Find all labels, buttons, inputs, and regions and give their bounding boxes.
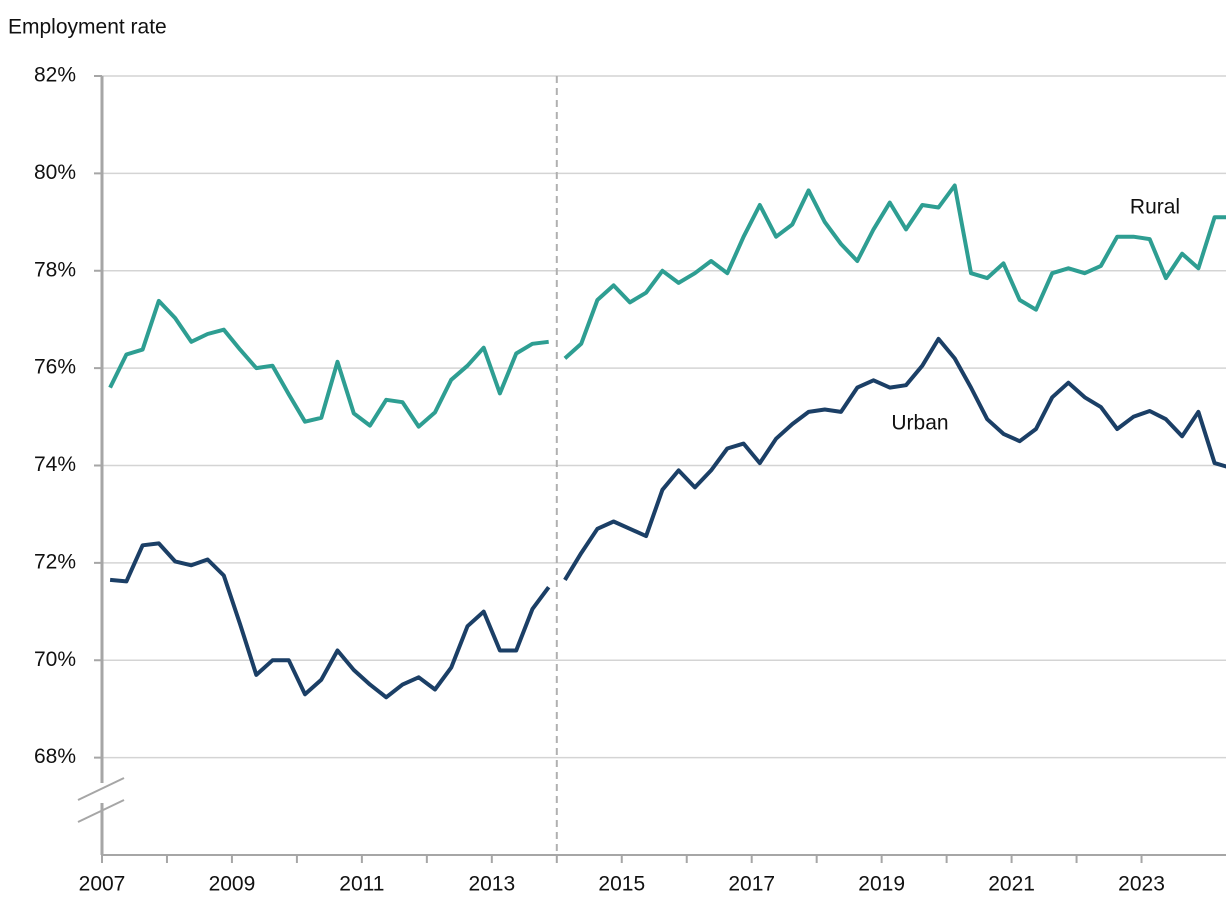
axis-break xyxy=(77,799,125,823)
x-tick-label: 2013 xyxy=(468,873,515,896)
y-tick-label: 82% xyxy=(34,64,76,87)
x-tick-label: 2023 xyxy=(1118,873,1165,896)
series-label: Rural xyxy=(1130,196,1180,219)
y-tick-label: 78% xyxy=(34,258,76,281)
axis-break xyxy=(77,777,125,801)
y-tick-label: 70% xyxy=(34,648,76,671)
y-tick-label: 80% xyxy=(34,161,76,184)
x-tick-label: 2019 xyxy=(858,873,905,896)
line xyxy=(109,336,1226,700)
x-tick-label: 2011 xyxy=(339,873,384,896)
line xyxy=(108,183,1226,429)
series-label: Urban xyxy=(891,412,948,435)
x-tick-label: 2009 xyxy=(209,873,256,896)
x-tick-label: 2015 xyxy=(598,873,645,896)
x-tick-label: 2007 xyxy=(79,873,126,896)
y-tick-label: 68% xyxy=(34,745,76,768)
chart-title: Employment rate xyxy=(8,16,167,39)
y-tick-label: 74% xyxy=(34,453,76,476)
x-tick-label: 2021 xyxy=(988,873,1035,896)
y-tick-label: 76% xyxy=(34,356,76,379)
x-tick-label: 2017 xyxy=(728,873,775,896)
y-tick-label: 72% xyxy=(34,550,76,573)
